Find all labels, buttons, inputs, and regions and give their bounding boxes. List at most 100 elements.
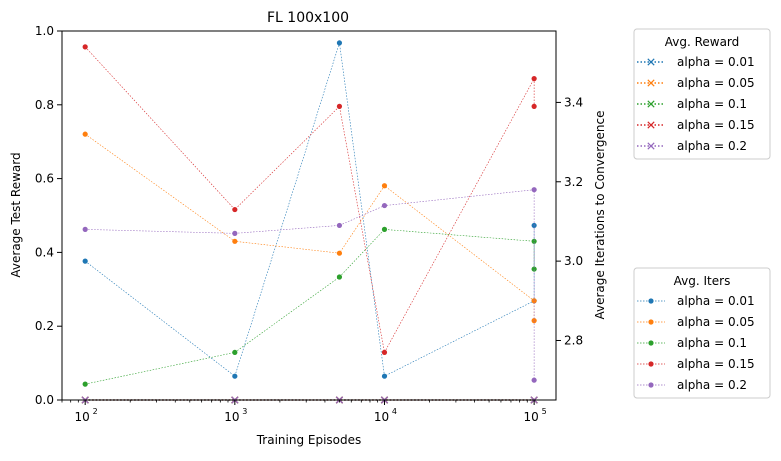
legend-reward-entry: alpha = 0.2: [637, 139, 747, 153]
legend-iters-entry: alpha = 0.15: [637, 357, 755, 371]
legend-reward-entry: alpha = 0.05: [637, 76, 755, 90]
data-point: [531, 238, 537, 244]
data-point: [381, 183, 388, 189]
y-right-tick-label: 3.2: [564, 175, 583, 189]
legend-label: alpha = 0.15: [677, 118, 755, 132]
legend-reward-entry: alpha = 0.15: [637, 118, 755, 132]
chart-title: FL 100x100: [267, 10, 349, 26]
data-point: [232, 373, 238, 379]
y-tick-label: 1.0: [35, 24, 54, 38]
data-point: [336, 222, 343, 229]
data-point: [336, 40, 343, 46]
data-point: [232, 238, 238, 244]
y-right-tick-label: 3.4: [564, 95, 583, 109]
y-axis: 0.0 0.2 0.4 0.6 0.8 1.0: [35, 24, 62, 407]
series-line: [84, 42, 535, 377]
legend-label: alpha = 0.01: [677, 294, 755, 308]
legend-iters-entry: alpha = 0.1: [637, 336, 747, 350]
y-tick-label: 0.2: [35, 319, 54, 333]
marker-stroke: [647, 142, 655, 150]
legend-marker: [647, 100, 655, 108]
legend-reward-entry: alpha = 0.01: [637, 55, 755, 69]
legend-marker: [647, 121, 655, 129]
legend-marker: [648, 298, 654, 304]
y-right-tick-label: 3.0: [564, 254, 583, 268]
data-point: [82, 381, 88, 387]
x-tick-label: 10: [523, 410, 538, 424]
y-tick-label: 0.6: [35, 172, 54, 186]
data-point: [82, 44, 88, 50]
data-point: [232, 230, 238, 236]
series-line: [85, 229, 535, 385]
legend-reward-frame: [633, 28, 771, 160]
marker-stroke: [647, 100, 655, 108]
legend-label: alpha = 0.2: [677, 139, 747, 153]
data-point: [381, 202, 388, 209]
y-axis-label: Average Test Reward: [9, 152, 23, 277]
legend-label: alpha = 0.1: [677, 336, 747, 350]
legend-reward-title: Avg. Reward: [665, 35, 740, 49]
x-axis: 10 2 10 3 10 4 10 5: [61, 400, 547, 424]
data-point: [336, 103, 343, 109]
data-point: [531, 266, 537, 272]
y-tick-label: 0.4: [35, 245, 54, 259]
legend-iters-entry: alpha = 0.05: [637, 315, 755, 329]
series-line: [85, 189, 535, 381]
legend-label: alpha = 0.01: [677, 55, 755, 69]
legend-marker: [647, 58, 655, 66]
legend-iters: Avg. Iters alpha = 0.01 alpha = 0.05 alpha…: [633, 267, 771, 399]
x-tick-exponent: 3: [242, 407, 247, 416]
data-point: [531, 187, 537, 193]
x-tick-label: 10: [75, 410, 90, 424]
y-tick-label: 0.0: [35, 393, 54, 407]
y-right-tick-label: 2.8: [564, 333, 583, 347]
legend-marker: [647, 142, 655, 150]
x-tick-label: 10: [224, 410, 239, 424]
legend-iters-entry: alpha = 0.01: [637, 294, 755, 308]
x-axis-label: Training Episodes: [256, 433, 362, 447]
plot-area: [81, 40, 538, 404]
legend-marker: [648, 340, 654, 346]
legend-label: alpha = 0.1: [677, 97, 747, 111]
x-tick-exponent: 2: [93, 407, 98, 416]
series-iters-0: [82, 40, 537, 379]
data-point: [82, 226, 88, 232]
legend-marker: [648, 382, 654, 388]
data-point: [531, 377, 537, 383]
marker-stroke: [647, 79, 655, 87]
legend-marker: [648, 319, 654, 325]
data-point: [82, 131, 88, 137]
legend-label: alpha = 0.05: [677, 76, 755, 90]
right-axis: 2.8 3.0 3.2 3.4: [556, 95, 583, 347]
y-tick-label: 0.8: [35, 98, 54, 112]
data-point: [232, 206, 238, 213]
data-point: [381, 226, 388, 232]
legend-reward-entry: alpha = 0.1: [637, 97, 747, 111]
plot-frame: [61, 30, 557, 401]
data-point: [531, 76, 537, 82]
marker-stroke: [647, 58, 655, 66]
x-tick-exponent: 4: [392, 407, 397, 416]
data-point: [232, 349, 238, 355]
legend-marker: [647, 79, 655, 87]
series-iters-1: [82, 131, 537, 324]
legend-label: alpha = 0.15: [677, 357, 755, 371]
series-line: [85, 133, 535, 321]
x-tick-label: 10: [374, 410, 389, 424]
data-point: [336, 250, 343, 256]
series-iters-3: [82, 44, 537, 355]
data-point: [531, 103, 537, 109]
series-iters-4: [82, 187, 537, 383]
data-point: [82, 258, 88, 264]
x-tick-exponent: 5: [542, 407, 547, 416]
legend-marker: [648, 361, 654, 367]
data-point: [336, 274, 343, 280]
y-axis-right-label: Average Iterations to Convergence: [593, 110, 607, 319]
legend-iters-frame: [633, 267, 771, 399]
series-line: [84, 46, 535, 354]
data-point: [381, 349, 388, 355]
legend-iters-title: Avg. Iters: [674, 274, 731, 288]
legend-label: alpha = 0.05: [677, 315, 755, 329]
series-iters-2: [82, 226, 537, 387]
